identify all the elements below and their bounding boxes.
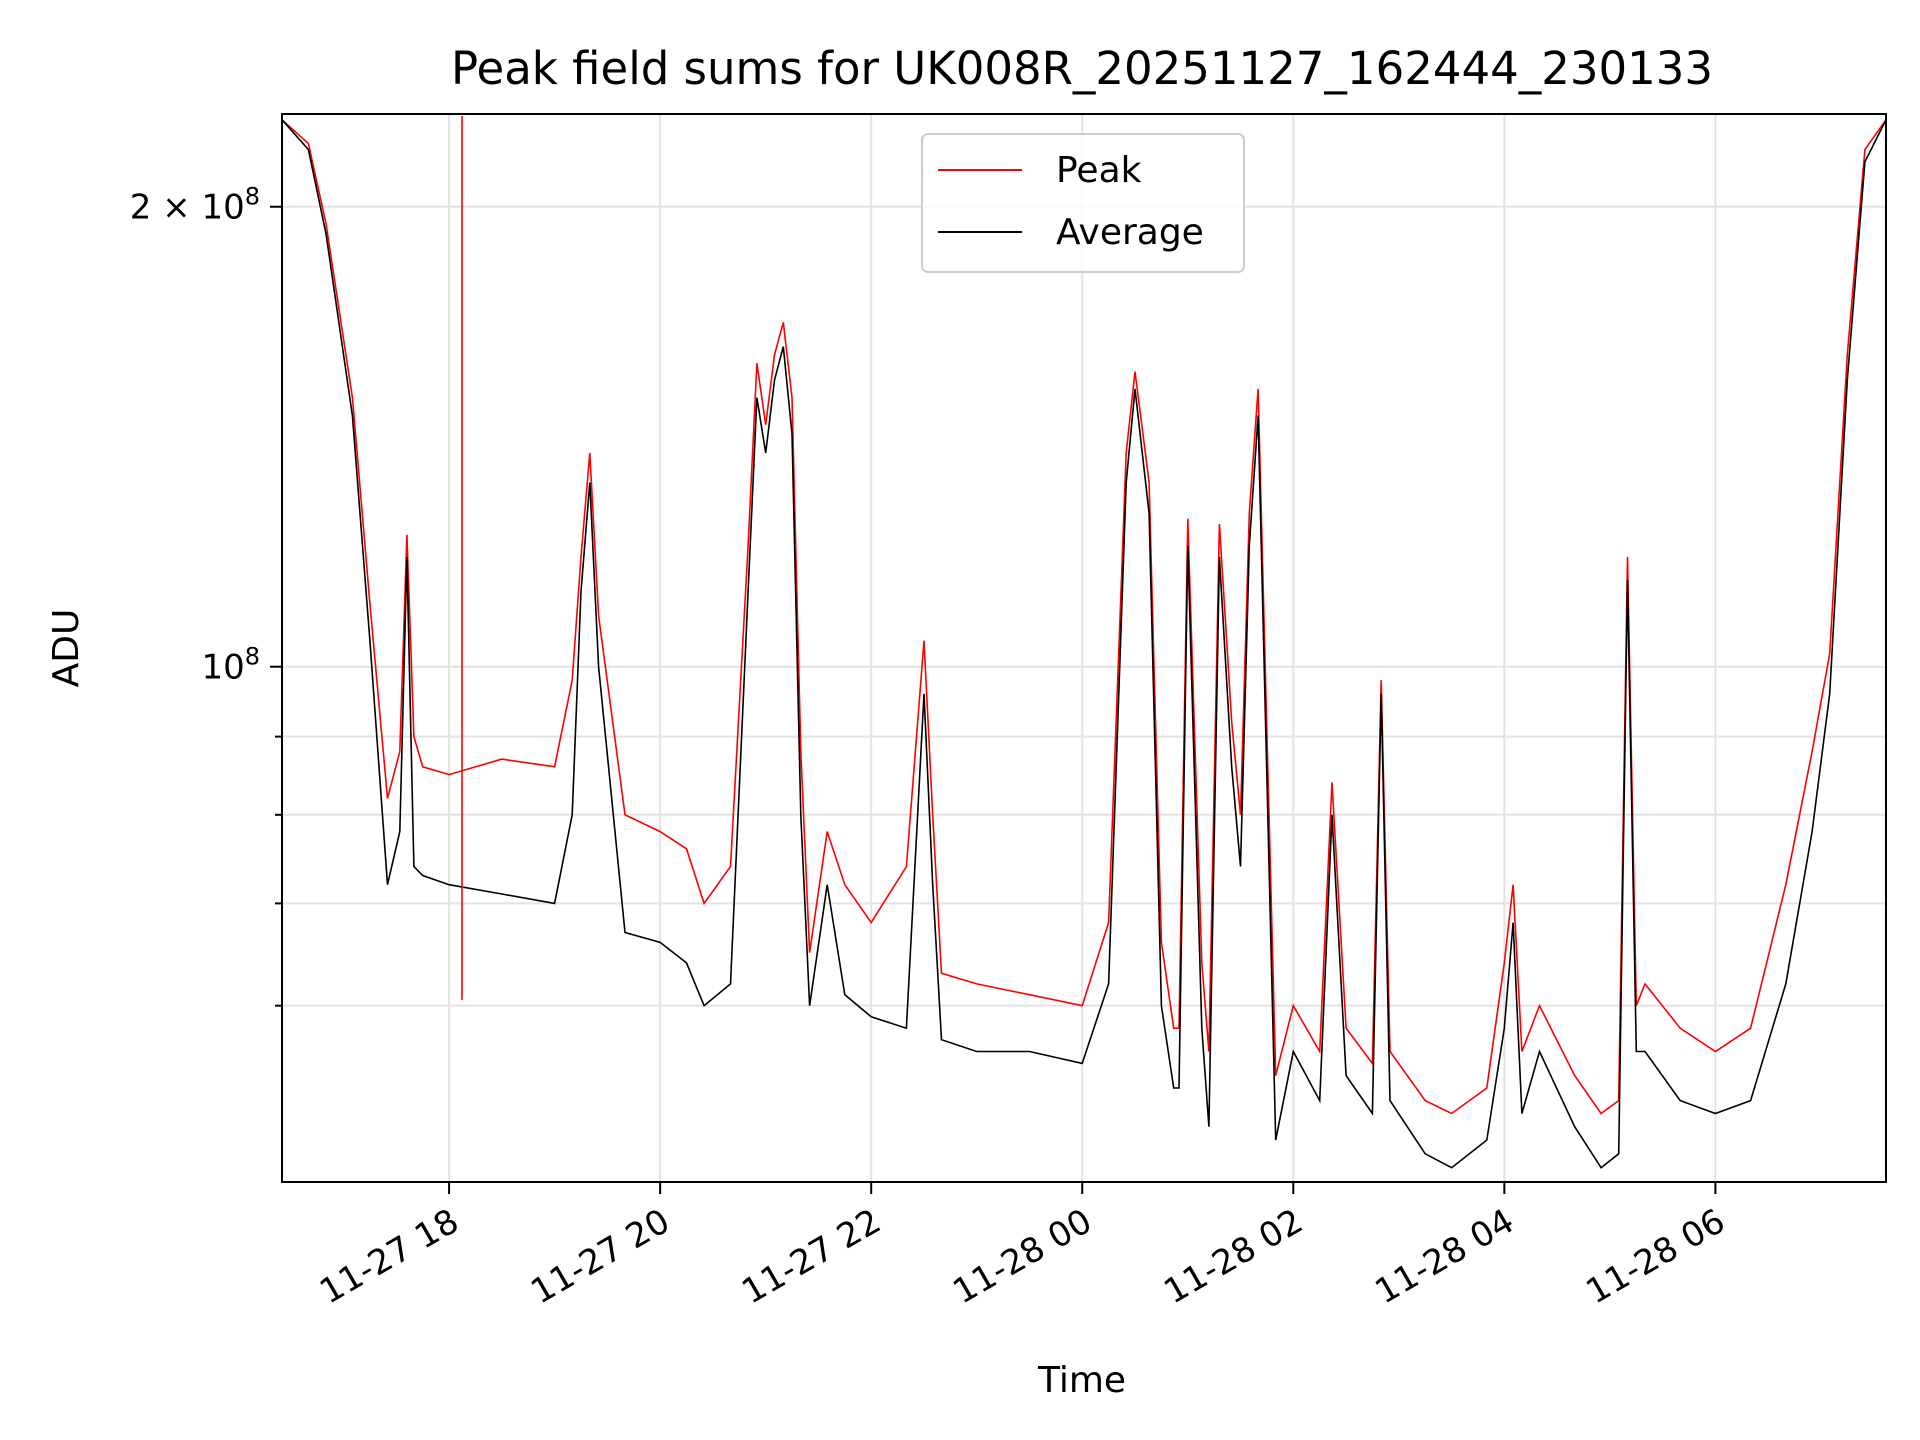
legend-box	[921, 133, 1245, 273]
legend-label-peak: Peak	[1056, 150, 1142, 191]
y-axis-ticks: 108 2 × 108	[130, 183, 282, 1007]
legend-label-average: Average	[1056, 212, 1204, 253]
grid-lines	[282, 114, 1886, 1182]
plot-frame	[281, 113, 1887, 1183]
y-tick-label: 2 × 108	[130, 183, 260, 228]
legend: Peak Average	[921, 133, 1245, 273]
y-axis-label: ADU	[46, 609, 87, 688]
series-line-average	[282, 119, 1886, 1169]
x-axis-label: Time	[1037, 1360, 1126, 1401]
y-tick-label: 108	[201, 643, 260, 688]
series-line-peak	[282, 119, 1886, 1115]
chart-title: Peak field sums for UK008R_20251127_1624…	[451, 42, 1713, 95]
